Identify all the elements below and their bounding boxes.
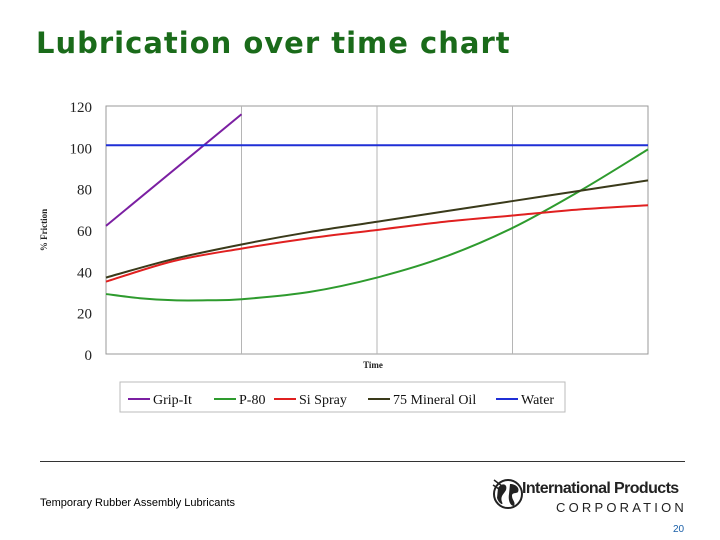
x-axis-title: Time	[363, 360, 383, 370]
y-axis-title: % Friction	[39, 209, 49, 251]
slide-title: Lubrication over time chart	[36, 26, 511, 60]
page-number: 20	[673, 524, 685, 535]
y-tick-label: 80	[77, 183, 92, 199]
friction-chart: 0 20 40 60 80 100 120 Time % Friction Grip-It P…	[39, 100, 649, 413]
legend-label: Si Spray	[299, 393, 347, 408]
y-tick-label: 120	[70, 100, 93, 116]
series-line-75-mineral-oil	[105, 179, 649, 279]
y-tick-label: 40	[77, 265, 92, 281]
y-tick-label: 60	[77, 224, 92, 240]
legend-label: Grip-It	[153, 393, 192, 408]
legend-label: P-80	[239, 393, 265, 408]
series-line-grip-it	[105, 113, 243, 227]
y-axis-ticks: 0 20 40 60 80 100 120	[70, 100, 93, 364]
y-tick-label: 0	[85, 348, 93, 364]
series-line-si-spray	[105, 204, 649, 283]
legend-label: 75 Mineral Oil	[393, 393, 476, 408]
series-line-p-80	[105, 148, 649, 302]
y-tick-label: 20	[77, 307, 92, 323]
legend-box	[119, 381, 566, 413]
footer-divider	[40, 461, 685, 462]
chart-series	[105, 113, 649, 302]
logo-corporation: CORPORATION	[556, 500, 688, 515]
footer-text: Temporary Rubber Assembly Lubricants	[40, 497, 236, 509]
company-logo: International Products CORPORATION	[492, 472, 687, 518]
globe-icon	[492, 479, 523, 509]
y-tick-label: 100	[70, 141, 93, 157]
logo-name: International Products	[522, 480, 679, 497]
chart-legend: Grip-It P-80 Si Spray 75 Mineral Oil Water	[119, 381, 566, 413]
legend-label: Water	[521, 393, 554, 408]
